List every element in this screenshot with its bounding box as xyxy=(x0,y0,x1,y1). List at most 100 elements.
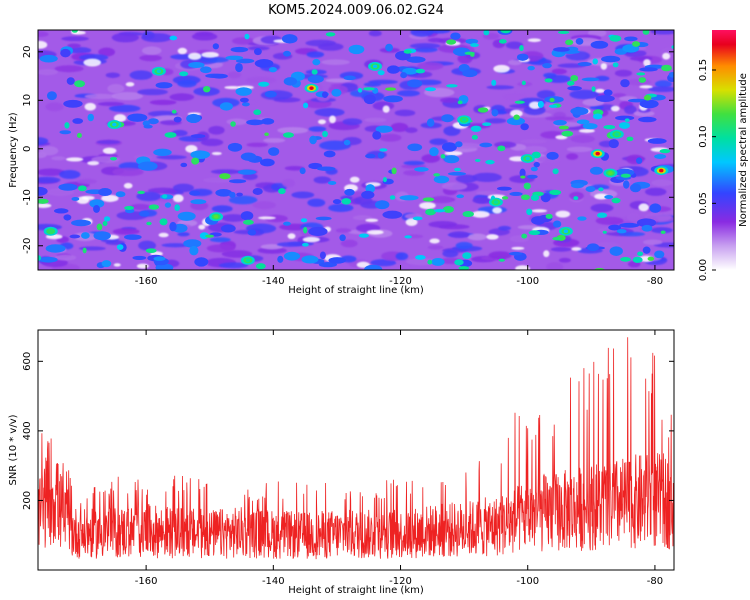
heatmap-cell xyxy=(377,151,385,159)
heatmap-peak-center xyxy=(614,132,619,137)
heatmap-cell xyxy=(571,183,584,189)
heatmap-cell xyxy=(103,216,111,222)
heatmap-cell xyxy=(229,191,236,198)
heatmap-x-axis: -160 -140 -120 -100 -80 xyxy=(135,30,663,287)
heatmap-cell xyxy=(64,122,70,129)
heatmap-cell xyxy=(577,216,587,221)
heatmap-cell xyxy=(441,114,454,123)
heatmap-cell xyxy=(441,182,468,191)
heatmap-cell xyxy=(485,159,495,165)
heatmap-cell xyxy=(482,122,492,127)
heatmap-cell xyxy=(97,101,125,107)
heatmap-cell xyxy=(227,142,243,152)
heatmap-frame xyxy=(37,29,675,271)
heatmap-cell xyxy=(643,59,651,67)
heatmap-cell xyxy=(654,154,667,159)
heatmap-cell xyxy=(375,125,393,133)
heatmap-cell xyxy=(595,95,615,102)
heatmap-cell xyxy=(220,224,236,233)
heatmap-cell xyxy=(177,232,190,237)
heatmap-cell xyxy=(639,85,653,89)
heatmap-cell xyxy=(188,52,202,60)
heatmap-cell xyxy=(242,219,254,225)
heatmap-cell xyxy=(363,82,381,87)
heatmap-cell xyxy=(299,167,306,175)
heatmap-cell xyxy=(228,179,247,184)
heatmap-cell xyxy=(124,234,142,240)
heatmap-cell xyxy=(527,65,535,71)
heatmap-peak-center xyxy=(608,171,613,175)
heatmap-cell xyxy=(112,167,144,177)
heatmap-cell xyxy=(39,146,59,156)
heatmap-cell xyxy=(555,210,571,218)
heatmap-cell xyxy=(552,168,559,175)
heatmap-cell xyxy=(264,132,269,137)
heatmap-cell xyxy=(545,213,553,219)
heatmap-cell xyxy=(312,58,321,66)
heatmap-cell xyxy=(302,102,309,109)
heatmap-cell xyxy=(319,251,326,260)
heatmap-cell xyxy=(626,136,634,142)
heatmap-cell xyxy=(394,109,416,117)
heatmap-cell xyxy=(595,216,624,225)
heatmap-cell xyxy=(377,70,385,76)
heatmap-cell xyxy=(527,38,541,43)
heatmap-cell xyxy=(363,94,376,105)
heatmap-cell xyxy=(528,230,541,236)
heatmap-cell xyxy=(589,105,604,110)
heatmap-cell xyxy=(319,140,351,151)
heatmap-cell xyxy=(389,195,396,200)
heatmap-cell xyxy=(96,140,121,145)
heatmap-cell xyxy=(421,154,441,163)
heatmap-x-axis-label: Height of straight line (km) xyxy=(288,285,424,296)
heatmap-cell xyxy=(620,79,630,88)
heatmap-cell xyxy=(291,191,315,199)
heatmap-cell xyxy=(433,173,441,177)
colorbar-tick-label: 0.10 xyxy=(698,126,709,148)
heatmap-cell xyxy=(141,33,172,43)
heatmap-cell xyxy=(595,88,605,94)
heatmap-cell xyxy=(442,249,459,258)
heatmap-cell xyxy=(283,221,291,226)
heatmap-cell xyxy=(526,174,538,179)
heatmap-cell xyxy=(201,51,219,58)
heatmap-cell xyxy=(470,43,479,48)
colorbar-label: Normalized spectral amplitude xyxy=(738,73,749,227)
heatmap-cell xyxy=(329,115,336,124)
heatmap-cell xyxy=(77,185,87,192)
heatmap-cell xyxy=(159,218,168,226)
heatmap-cell xyxy=(200,138,224,147)
heatmap-cell xyxy=(643,95,652,101)
heatmap-cell xyxy=(636,157,643,164)
heatmap-cell xyxy=(590,40,609,49)
snr-y-axis-label: SNR (10 * v/v) xyxy=(8,414,19,485)
heatmap-cell xyxy=(240,152,257,161)
heatmap-cell xyxy=(500,30,511,34)
snr-line xyxy=(38,337,674,560)
colorbar: 0.00 0.05 0.10 0.15 Normalized spectral amp… xyxy=(698,30,749,281)
heatmap-cell xyxy=(470,125,482,132)
x-tick-label: -160 xyxy=(135,576,158,587)
heatmap-cell xyxy=(611,197,621,204)
heatmap-cell xyxy=(180,162,188,168)
heatmap-cell xyxy=(194,257,209,267)
heatmap-cell xyxy=(479,142,493,148)
heatmap-cell xyxy=(156,155,187,160)
heatmap-peak-center xyxy=(245,258,251,263)
heatmap-cells xyxy=(38,30,674,270)
heatmap-cell xyxy=(383,95,403,103)
heatmap-cell xyxy=(520,175,526,179)
heatmap-cell xyxy=(303,226,308,234)
heatmap-cell xyxy=(59,130,72,135)
heatmap-cell xyxy=(429,147,439,157)
heatmap-cell xyxy=(501,196,509,200)
heatmap-cell xyxy=(638,77,647,83)
heatmap-cell xyxy=(608,224,622,231)
heatmap-cell xyxy=(341,198,352,205)
heatmap-cell xyxy=(227,71,242,79)
heatmap-cell xyxy=(61,36,89,42)
heatmap-cell xyxy=(531,209,548,213)
heatmap-cell xyxy=(407,79,423,88)
heatmap-cell xyxy=(93,204,100,213)
heatmap-cell xyxy=(309,135,317,145)
